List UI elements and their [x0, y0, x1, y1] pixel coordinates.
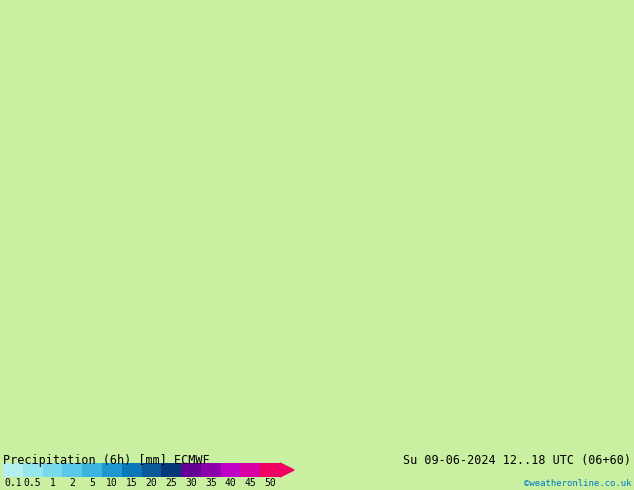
Text: 45: 45 [245, 478, 256, 488]
Text: 0.1: 0.1 [4, 478, 22, 488]
Text: 15: 15 [126, 478, 138, 488]
Bar [42, 463, 62, 477]
Text: 2: 2 [69, 478, 75, 488]
Polygon shape [280, 463, 294, 477]
Bar [141, 463, 161, 477]
Bar [221, 463, 240, 477]
Text: 20: 20 [146, 478, 157, 488]
Text: 30: 30 [185, 478, 197, 488]
Text: 40: 40 [224, 478, 236, 488]
Bar [82, 463, 102, 477]
Bar [23, 463, 42, 477]
Text: 5: 5 [89, 478, 95, 488]
Text: 1: 1 [49, 478, 55, 488]
Text: Su 09-06-2024 12..18 UTC (06+60): Su 09-06-2024 12..18 UTC (06+60) [403, 454, 631, 467]
Bar [201, 463, 221, 477]
Bar [260, 463, 280, 477]
Bar [62, 463, 82, 477]
Bar [122, 463, 141, 477]
Text: 50: 50 [264, 478, 276, 488]
Bar [240, 463, 260, 477]
Bar [0, 453, 634, 490]
Text: ©weatheronline.co.uk: ©weatheronline.co.uk [524, 479, 631, 488]
Text: 10: 10 [106, 478, 118, 488]
Bar [102, 463, 122, 477]
Text: 0.5: 0.5 [24, 478, 41, 488]
Bar [181, 463, 201, 477]
Bar [161, 463, 181, 477]
Text: 35: 35 [205, 478, 217, 488]
Text: Precipitation (6h) [mm] ECMWF: Precipitation (6h) [mm] ECMWF [3, 454, 210, 467]
Bar [3, 463, 23, 477]
Text: 25: 25 [165, 478, 177, 488]
